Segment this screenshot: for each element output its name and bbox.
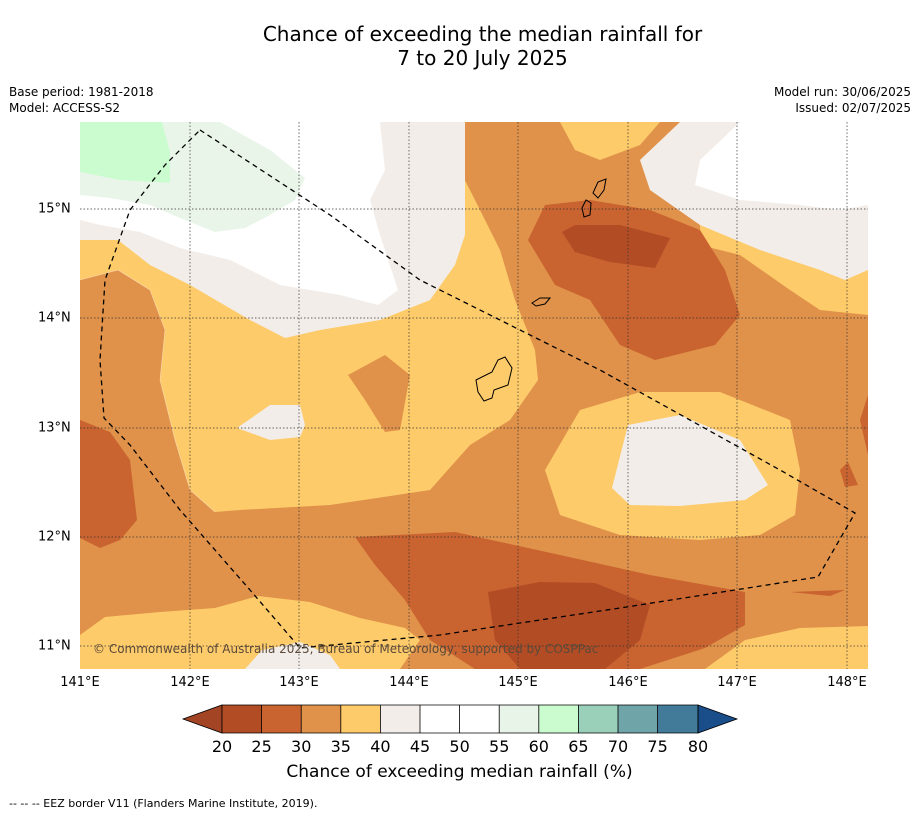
lon-tick-147: 147°E (717, 675, 757, 690)
colorbar-title: Chance of exceeding median rainfall (%) (286, 762, 633, 782)
issued-date: Issued: 02/07/2025 (795, 101, 911, 115)
colorbar-bin-70 (618, 705, 658, 733)
colorbar-bin-50 (459, 705, 500, 733)
colorbar (181, 704, 739, 734)
colorbar-bin-20 (222, 705, 262, 733)
colorbar-extend-low (181, 704, 223, 734)
lon-tick-142: 142°E (170, 675, 210, 690)
colorbar-label-35: 35 (330, 737, 351, 756)
colorbar-extend-high (697, 704, 739, 734)
zone-25-30-east-edge (860, 395, 868, 455)
colorbar-bin-30 (301, 705, 341, 733)
island-tinian (581, 199, 592, 218)
colorbar-bin-45 (420, 705, 460, 733)
model-name: Model: ACCESS-S2 (9, 101, 121, 115)
colorbar-label-60: 60 (528, 737, 549, 756)
islands (475, 178, 607, 402)
meta-left: Base period: 1981-2018 Model: ACCESS-S2 (9, 84, 154, 116)
colorbar-bin-35 (340, 705, 381, 733)
lon-tick-143: 143°E (279, 675, 319, 690)
zone-40-45-central (237, 405, 305, 440)
zone-35-40-north (560, 122, 660, 160)
colorbar-label-75: 75 (647, 737, 668, 756)
zone-30-35-blob (348, 355, 410, 432)
lon-tick-144: 144°E (389, 675, 429, 690)
zone-25-30-east-small (840, 462, 858, 487)
island-rota (531, 297, 552, 307)
lat-tick-13: 13°N (38, 420, 71, 436)
colorbar-label-70: 70 (607, 737, 629, 756)
colorbar-label-30: 30 (291, 737, 312, 756)
map-layers (80, 122, 868, 669)
island-guam (475, 356, 513, 402)
colorbar-bin-40 (380, 705, 420, 733)
colorbar-bin-60 (538, 705, 579, 733)
colorbar-bin-75 (657, 705, 698, 733)
zone-35-40-southwest (80, 596, 420, 669)
colorbar-bin-25 (261, 705, 302, 733)
colorbar-bin-55 (499, 705, 539, 733)
lat-tick-15: 15°N (38, 201, 71, 217)
colorbar-label-45: 45 (409, 737, 431, 756)
colorbar-label-25: 25 (251, 737, 272, 756)
island-saipan (592, 178, 607, 199)
colorbar-label-20: 20 (211, 737, 233, 756)
zone-35-40-southeast-strip (705, 626, 868, 669)
zone-20-25-south (488, 582, 650, 669)
lat-tick-11: 11°N (38, 638, 71, 654)
zone-40-45-southeast (612, 415, 768, 506)
lon-tick-141: 141°E (60, 675, 100, 690)
zone-40-45-southwest (245, 642, 340, 669)
zone-20-25-northeast (562, 225, 670, 268)
model-run: Model run: 30/06/2025 (773, 85, 911, 99)
colorbar-label-65: 65 (568, 737, 589, 756)
lat-tick-12: 12°N (38, 529, 71, 545)
zone-25-30-west (80, 420, 137, 548)
lon-tick-146: 146°E (608, 675, 648, 690)
title-line-1: Chance of exceeding the median rainfall … (262, 22, 703, 46)
map-title: Chance of exceeding the median rainfall … (0, 22, 919, 70)
graticule (80, 122, 868, 669)
contour-lines (80, 269, 216, 513)
colorbar-bin-65 (578, 705, 618, 733)
colorbar-label-40: 40 (370, 737, 391, 756)
eez-footnote: -- -- -- EEZ border V11 (Flanders Marine… (9, 797, 318, 810)
base-period: Base period: 1981-2018 (9, 85, 154, 99)
lon-tick-148: 148°E (827, 675, 867, 690)
colorbar-label-50: 50 (449, 737, 470, 756)
copyright-notice: © Commonwealth of Australia 2025, Bureau… (93, 642, 599, 656)
meta-right: Model run: 30/06/2025 Issued: 02/07/2025 (774, 84, 911, 116)
lat-tick-14: 14°N (38, 310, 71, 326)
zone-45-55-east (695, 122, 868, 210)
title-line-2: 7 to 20 July 2025 (397, 46, 568, 70)
zone-60-65-northwest (80, 122, 170, 183)
lon-tick-145: 145°E (498, 675, 538, 690)
eez-border (99, 129, 856, 649)
zone-25-30-southeast-sliver (790, 590, 845, 596)
colorbar-label-55: 55 (489, 737, 510, 756)
colorbar-label-80: 80 (687, 737, 709, 756)
